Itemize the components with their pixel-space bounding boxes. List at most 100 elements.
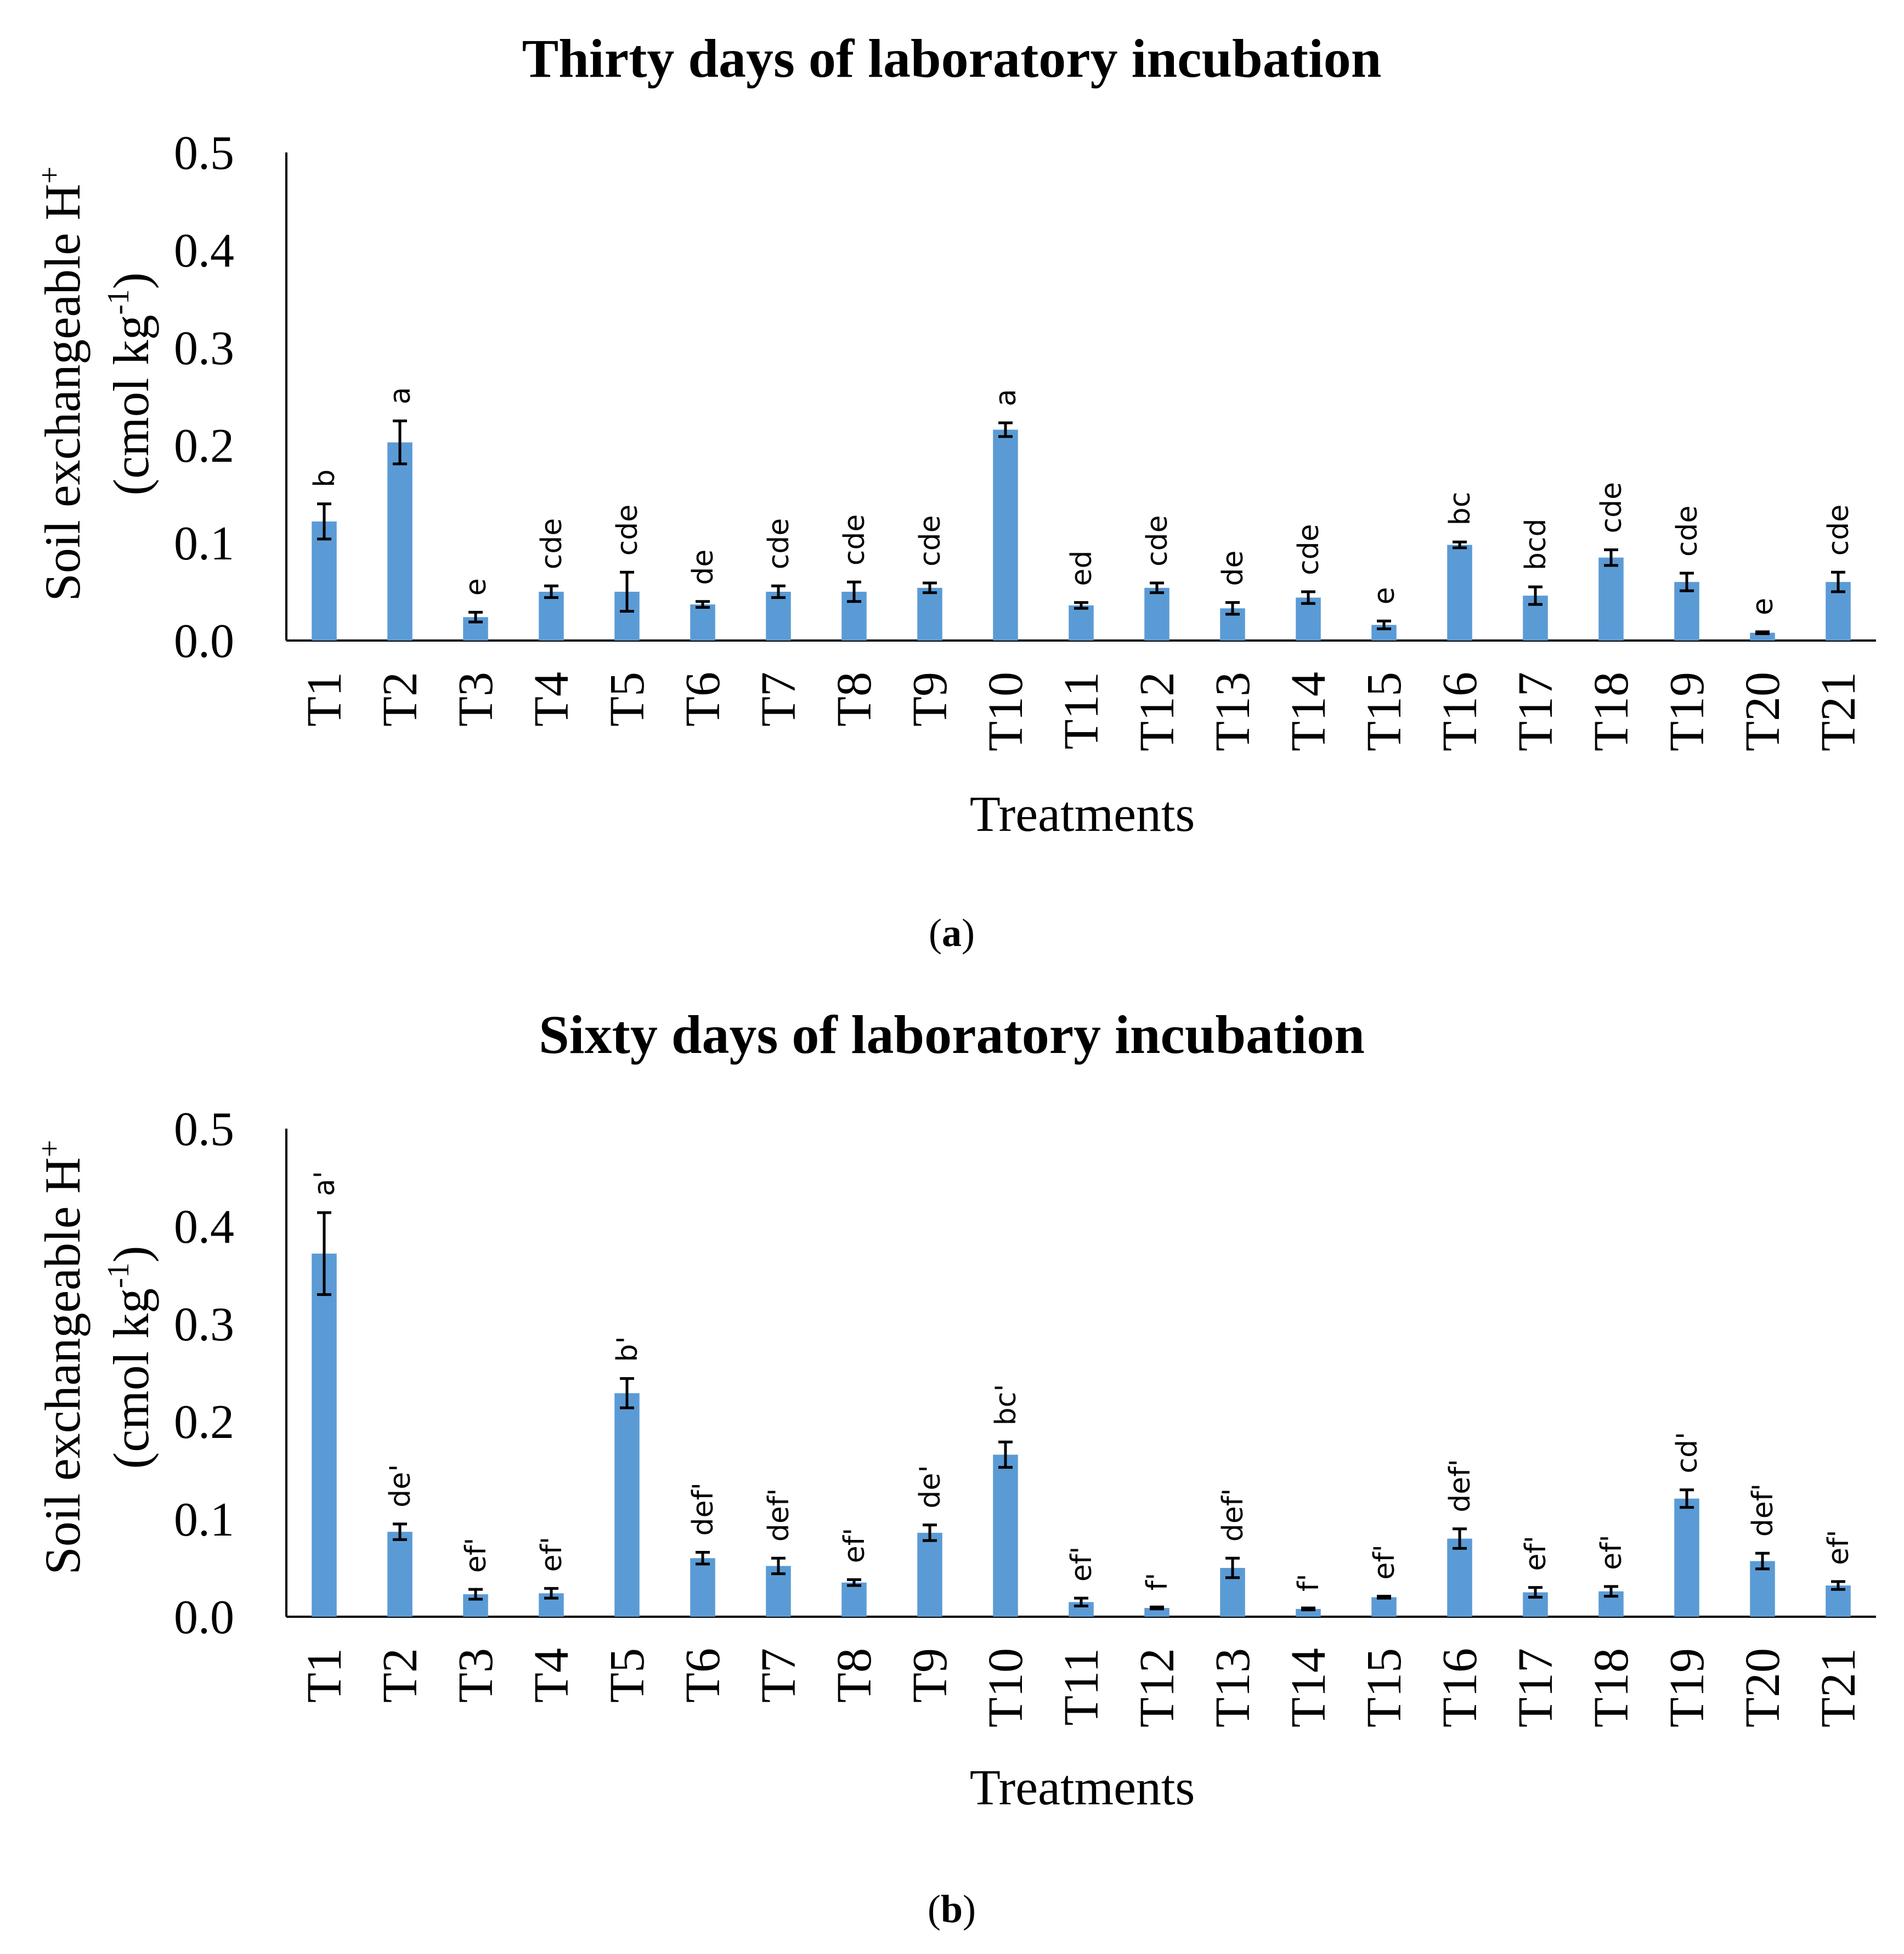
y-axis-label-line1-a: Soil exchangeable H+: [33, 167, 91, 602]
error-bar-T17: [1528, 1586, 1543, 1599]
y-tick-label: 0.5: [174, 127, 234, 180]
y-tick-label: 0.1: [174, 517, 234, 570]
y-tick-labels-b: 0.0 0.1 0.2 0.3 0.4 0.5: [174, 1103, 234, 1644]
category-label-T1: T1: [297, 672, 352, 727]
bar-T4: [539, 592, 564, 641]
bar-T10: [993, 429, 1018, 641]
category-labels-a: T1 T2 T3 T4 T5 T6 T7 T8 T9 T10 T11 T12 T13 T14 T15 T16 T…: [297, 672, 1866, 751]
significance-label-T3: e: [460, 578, 493, 596]
significance-label-T15: e: [1368, 587, 1401, 604]
significance-label-T20: e: [1747, 598, 1779, 615]
category-label-T10: T10: [979, 1648, 1033, 1728]
bar-T11: [1069, 605, 1094, 641]
category-label-T9: T9: [903, 1648, 957, 1703]
category-label-T15: T15: [1357, 672, 1411, 751]
error-bar-T12: [1150, 581, 1164, 594]
bar-T9: [917, 587, 942, 641]
significance-label-T19: cd': [1671, 1432, 1704, 1474]
error-bar-T15: [1377, 619, 1391, 631]
error-bar-T21: [1831, 1580, 1845, 1591]
significance-label-T2: a: [384, 387, 417, 405]
error-bar-T6: [696, 1551, 710, 1566]
category-label-T7: T7: [752, 672, 806, 727]
error-bar-T18: [1604, 1585, 1618, 1598]
significance-label-T7: def': [762, 1488, 795, 1542]
chart-panel-a: Thirty days of laboratory incubation Soi…: [33, 28, 1876, 955]
significance-label-T14: f': [1292, 1573, 1325, 1591]
significance-labels-a: b a e cde cde de cde cde cde a ed cde de cde e bc bcd cde…: [308, 387, 1855, 615]
error-bar-T9: [923, 1523, 937, 1542]
significance-label-T13: def': [1217, 1488, 1250, 1542]
significance-label-T1: b: [308, 469, 341, 488]
bar-T9: [917, 1532, 942, 1617]
error-bar-T1: [317, 502, 331, 541]
category-label-T2: T2: [373, 1648, 427, 1703]
significance-label-T21: ef': [1822, 1530, 1855, 1565]
category-label-T19: T19: [1660, 1648, 1714, 1728]
bar-T15: [1371, 1597, 1397, 1617]
bar-T2: [387, 1532, 413, 1617]
y-tick-label: 0.3: [174, 322, 234, 375]
significance-label-T6: de: [687, 550, 720, 585]
category-label-T8: T8: [827, 1648, 882, 1703]
significance-label-T12: f': [1141, 1573, 1174, 1591]
bar-T10: [993, 1454, 1018, 1617]
significance-label-T10: a: [990, 389, 1022, 406]
significance-label-T15: ef': [1368, 1544, 1401, 1580]
category-label-T8: T8: [827, 672, 882, 727]
significance-label-T18: ef': [1595, 1534, 1628, 1570]
significance-label-T8: ef': [838, 1528, 871, 1564]
error-bar-T13: [1225, 1556, 1240, 1579]
significance-label-T21: cde: [1822, 505, 1855, 556]
error-bar-T6: [696, 600, 710, 609]
category-label-T9: T9: [903, 672, 957, 727]
bars-b: [312, 1253, 1851, 1617]
error-bar-T19: [1680, 571, 1694, 592]
error-bar-T10: [998, 1440, 1013, 1469]
chart-panel-b: Sixty days of laboratory incubation Soil…: [33, 1004, 1876, 1931]
y-tick-label: 0.0: [174, 615, 234, 668]
category-label-T17: T17: [1508, 1648, 1563, 1728]
significance-label-T8: cde: [838, 514, 871, 566]
category-label-T16: T16: [1433, 672, 1487, 751]
y-tick-label: 0.3: [174, 1298, 234, 1351]
category-label-T6: T6: [676, 672, 730, 727]
error-bar-T1: [317, 1211, 331, 1296]
category-label-T14: T14: [1281, 1648, 1336, 1728]
error-bar-T21: [1831, 570, 1845, 593]
y-tick-label: 0.2: [174, 1396, 234, 1449]
error-bar-T19: [1680, 1488, 1694, 1509]
error-bar-T20: [1755, 1551, 1770, 1571]
significance-label-T16: def': [1444, 1459, 1477, 1513]
bar-T19: [1674, 1498, 1699, 1617]
y-tick-label: 0.1: [174, 1493, 234, 1547]
y-tick-labels-a: 0.0 0.1 0.2 0.3 0.4 0.5: [174, 127, 234, 668]
bar-T16: [1447, 1538, 1472, 1617]
category-label-T16: T16: [1433, 1648, 1487, 1728]
bar-T2: [387, 442, 413, 641]
significance-label-T4: cde: [535, 518, 568, 570]
y-tick-label: 0.0: [174, 1591, 234, 1644]
error-bar-T10: [998, 421, 1013, 438]
significance-label-T11: ed: [1065, 551, 1098, 586]
category-label-T4: T4: [524, 672, 579, 727]
error-bar-T4: [544, 584, 558, 599]
significance-label-T5: b': [611, 1336, 644, 1362]
error-bar-T18: [1604, 548, 1618, 567]
category-label-T11: T11: [1054, 1648, 1109, 1726]
y-tick-label: 0.4: [174, 1200, 234, 1254]
significance-label-T12: cde: [1141, 515, 1174, 567]
category-label-T20: T20: [1736, 672, 1790, 751]
significance-label-T19: cde: [1671, 506, 1704, 557]
category-label-T7: T7: [752, 1648, 806, 1703]
chart-title-a: Thirty days of laboratory incubation: [522, 28, 1382, 89]
y-tick-label: 0.4: [174, 224, 234, 277]
error-bar-T20: [1755, 630, 1770, 636]
significance-label-T11: ef': [1065, 1547, 1098, 1582]
category-labels-b: T1 T2 T3 T4 T5 T6 T7 T8 T9 T10 T11 T12 T13 T14 T15 T16 T…: [297, 1648, 1866, 1728]
bar-T16: [1447, 545, 1472, 641]
error-bar-T14: [1301, 590, 1315, 605]
chart-title-b: Sixty days of laboratory incubation: [539, 1004, 1365, 1065]
significance-label-T3: ef': [460, 1538, 493, 1573]
